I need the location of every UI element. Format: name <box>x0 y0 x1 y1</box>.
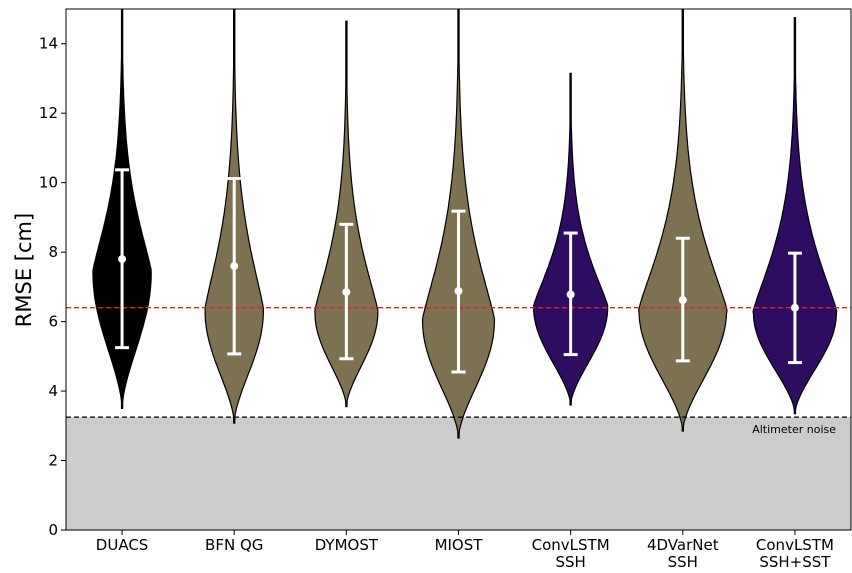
noise-band-label: Altimeter noise <box>752 423 836 436</box>
x-tick-label-line: 4DVarNet <box>647 536 719 554</box>
violin-body <box>752 17 838 415</box>
y-tick-label: 0 <box>48 521 58 539</box>
mean-point <box>454 287 463 296</box>
x-tick-label: DYMOST <box>315 536 379 554</box>
y-tick-label: 12 <box>39 104 58 122</box>
x-axis: DUACS BFN QG DYMOST MIOST ConvLSTM SSH4DVarNe… <box>96 530 834 571</box>
mean-point <box>118 255 127 264</box>
x-tick-label-line: SSH+SST <box>759 553 831 571</box>
x-tick-label: ConvLSTM SSH+SST <box>756 536 834 571</box>
x-tick-label-line: SSH <box>668 553 698 571</box>
x-tick-label-line: SSH <box>555 553 585 571</box>
x-tick-label-line: DYMOST <box>315 536 379 554</box>
x-tick-label-line: DUACS <box>96 536 149 554</box>
y-tick-label: 4 <box>48 382 58 400</box>
x-tick-label: BFN QG <box>205 536 263 554</box>
y-tick-label: 2 <box>48 452 58 470</box>
x-tick-label: DUACS <box>96 536 149 554</box>
x-tick-label: ConvLSTM SSH <box>532 536 610 571</box>
x-tick-label: 4DVarNet SSH <box>647 536 719 571</box>
x-tick-label-line: MIOST <box>435 536 484 554</box>
y-axis-title: RMSE [cm] <box>12 213 36 327</box>
mean-point <box>678 296 687 305</box>
x-tick-label-line: ConvLSTM <box>756 536 834 554</box>
mean-point <box>790 303 799 312</box>
y-axis: 0 2 4 6 8 10 12 14 <box>39 35 66 539</box>
violin-body <box>637 9 728 432</box>
violin-body <box>314 20 379 408</box>
mean-point <box>342 288 351 297</box>
y-tick-label: 14 <box>39 35 58 53</box>
y-tick-label: 8 <box>48 243 58 261</box>
x-tick-label: MIOST <box>435 536 484 554</box>
x-tick-label-line: ConvLSTM <box>532 536 610 554</box>
x-tick-label-line: BFN QG <box>205 536 263 554</box>
mean-point <box>566 290 575 299</box>
y-tick-label: 6 <box>48 313 58 331</box>
stats-layer <box>115 168 802 374</box>
mean-point <box>230 262 239 271</box>
y-tick-label: 10 <box>39 174 58 192</box>
